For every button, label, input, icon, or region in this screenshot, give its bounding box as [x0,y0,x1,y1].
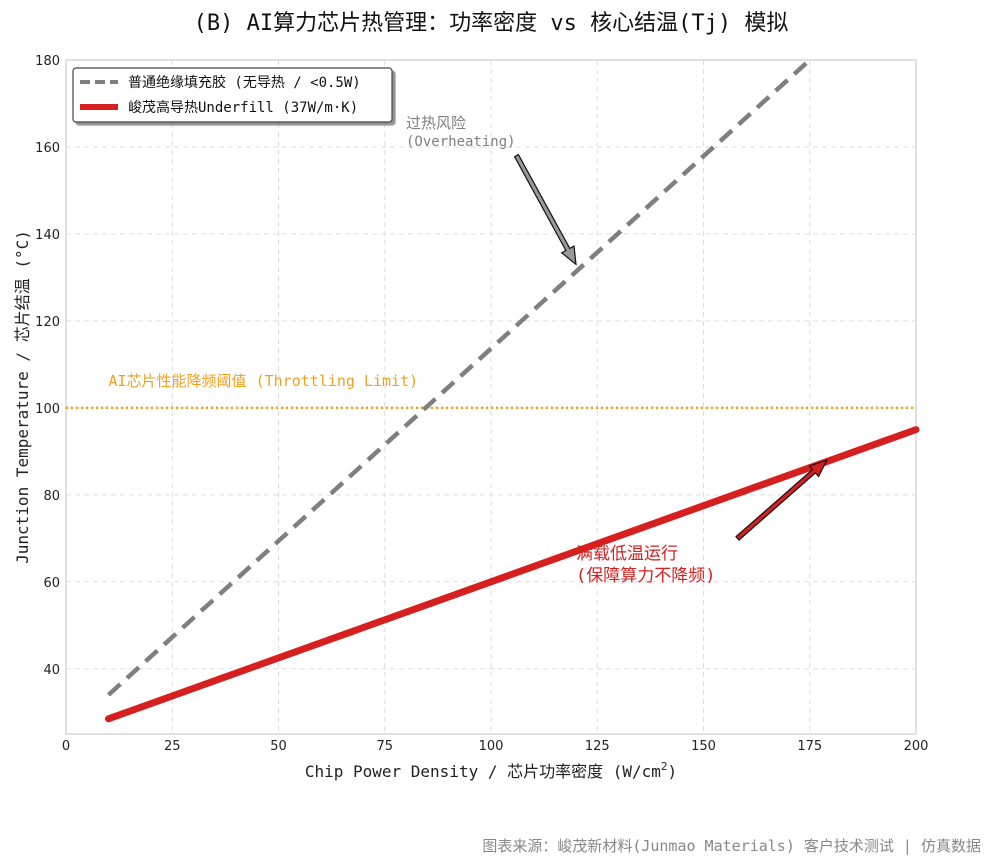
x-axis-label-superscript: 2 [661,760,668,773]
x-tick-label: 200 [904,739,929,754]
footer-source: 图表来源：峻茂新材料(Junmao Materials) 客户技术测试 | 仿真… [482,837,981,855]
x-tick-label: 50 [270,739,287,754]
annotations: 过热风险 (Overheating) 满载低温运行(保障算力不降频) [406,114,828,586]
x-tick-label: 150 [691,739,716,754]
x-tick-label: 0 [62,739,70,754]
throttling-threshold-label: AI芯片性能降频阈值 (Throttling Limit) [109,372,419,390]
y-tick-label: 160 [35,141,60,156]
y-axis-label: Junction Temperature / 芯片结温 (°C) [13,230,32,564]
legend-label-junmao: 峻茂高导热Underfill (37W/m·K) [128,99,358,116]
y-axis-ticks: 40 60 80 100 120 140 160 180 [35,54,60,678]
annotation-safe-title: 满载低温运行 [576,544,678,564]
series-standard-underfill-line [106,58,812,697]
x-tick-label: 100 [479,739,504,754]
annotation-overheat-subtitle: (Overheating) [406,134,516,150]
chart-title: (B) AI算力芯片热管理：功率密度 vs 核心结温(Tj) 模拟 [194,11,789,36]
legend-label-standard: 普通绝缘填充胶 (无导热 / <0.5W) [128,74,361,91]
y-tick-label: 60 [43,576,60,591]
legend: 普通绝缘填充胶 (无导热 / <0.5W) 峻茂高导热Underfill (37… [72,67,393,123]
y-tick-label: 80 [43,489,60,504]
x-tick-label: 25 [164,739,181,754]
x-tick-label: 175 [797,739,822,754]
x-tick-label: 125 [585,739,610,754]
annotation-arrow-overheat [513,153,577,266]
series-junmao-underfill-line [105,426,920,723]
y-tick-label: 180 [35,54,60,69]
annotation-arrow-safe [735,459,828,541]
y-tick-label: 40 [43,663,60,678]
x-tick-label: 75 [376,739,393,754]
legend-box [72,67,393,123]
x-axis-label-end: ) [668,762,678,781]
y-tick-label: 140 [35,228,60,243]
y-tick-label: 120 [35,315,60,330]
annotation-overheat-title: 过热风险 [406,114,466,132]
y-tick-label: 100 [35,402,60,417]
annotation-safe-subtitle: (保障算力不降频) [576,566,715,586]
x-axis-ticks: 0 25 50 75 100 125 150 175 200 [62,739,929,754]
x-axis-label: Chip Power Density / 芯片功率密度 (W/cm2) [305,760,677,781]
